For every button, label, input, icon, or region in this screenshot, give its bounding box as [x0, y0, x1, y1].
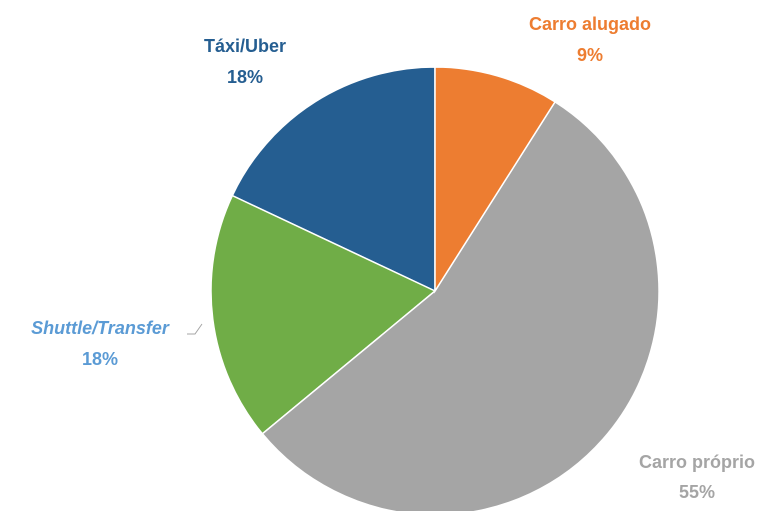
slice-label: Carro alugado	[529, 14, 651, 34]
pie-slice	[434, 66, 557, 294]
pie-slice	[261, 100, 660, 511]
pie-slice	[231, 66, 436, 293]
slice-label: Shuttle/Transfer	[31, 318, 170, 338]
slice-label: Táxi/Uber	[204, 36, 286, 56]
slice-value-label: 55%	[679, 482, 715, 502]
slice-value-label: 9%	[577, 45, 603, 65]
pie-slice	[210, 194, 437, 435]
leader-line	[187, 323, 203, 335]
slice-label: Carro próprio	[639, 452, 755, 472]
slice-value-label: 18%	[82, 349, 118, 369]
slice-value-label: 18%	[227, 67, 263, 87]
